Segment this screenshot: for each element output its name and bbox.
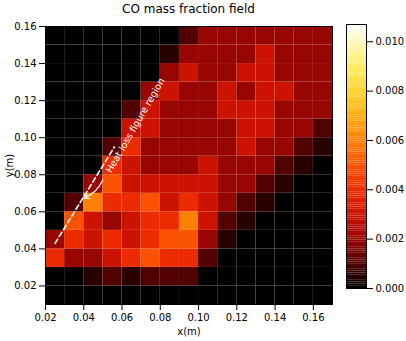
svg-text:0.002: 0.002 [376, 233, 405, 244]
svg-text:0.06: 0.06 [111, 312, 133, 323]
svg-text:0.08: 0.08 [14, 169, 36, 180]
svg-text:0.14: 0.14 [14, 58, 36, 69]
svg-text:0.10: 0.10 [187, 312, 209, 323]
svg-text:0.02: 0.02 [34, 312, 56, 323]
svg-text:0.08: 0.08 [149, 312, 171, 323]
svg-text:y(m): y(m) [4, 154, 15, 178]
svg-text:0.006: 0.006 [376, 135, 405, 146]
svg-text:0.10: 0.10 [14, 132, 36, 143]
svg-text:0.000: 0.000 [376, 283, 405, 294]
svg-text:0.16: 0.16 [14, 21, 36, 32]
svg-text:0.16: 0.16 [302, 312, 324, 323]
html-text:CO mass fraction field: CO mass fraction field [122, 2, 255, 16]
svg-text:Heat loss figure region: Heat loss figure region [103, 76, 166, 175]
svg-text:0.04: 0.04 [14, 243, 36, 254]
svg-text:0.12: 0.12 [14, 95, 36, 106]
svg-text:0.12: 0.12 [226, 312, 248, 323]
svg-text:0.14: 0.14 [264, 312, 286, 323]
svg-text:0.04: 0.04 [73, 312, 95, 323]
svg-text:x(m): x(m) [177, 326, 201, 337]
svg-text:0.010: 0.010 [376, 36, 405, 47]
svg-text:0.008: 0.008 [376, 85, 405, 96]
svg-text:0.004: 0.004 [376, 184, 405, 195]
svg-text:0.02: 0.02 [14, 280, 36, 291]
svg-text:0.06: 0.06 [14, 206, 36, 217]
